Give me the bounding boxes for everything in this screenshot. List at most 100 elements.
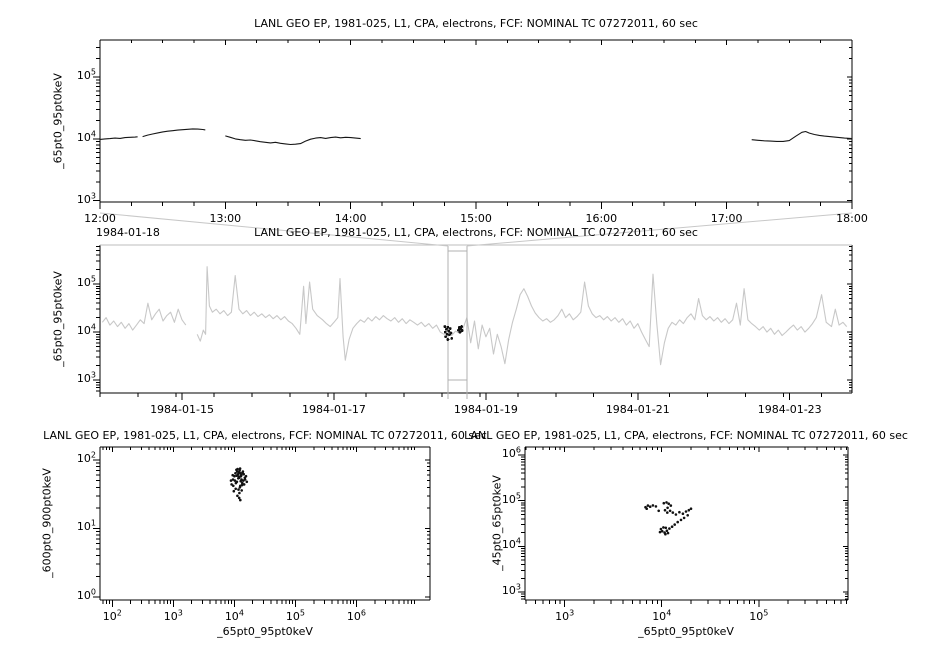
scatter-left-x-tick-label: 103 [163,608,183,623]
scatter-left-point [235,470,239,473]
detail-ylabel: _65pt0_95pt0keV [51,73,65,169]
scatter-left-point [237,488,240,491]
scatter-left-point [234,487,237,491]
detail-series-line [225,135,361,146]
scatter-left-point [231,473,234,477]
highlighted-point [460,329,464,332]
scatter-right-x-tick-label: 103 [555,608,575,623]
scatter-left-point [232,489,236,493]
scatter-left-point [229,479,233,482]
scatter-right-point [666,511,669,514]
scatter-left-x-tick-label: 106 [346,608,367,623]
highlighted-point [446,326,450,329]
zoom-selection-box[interactable] [443,246,468,399]
scatter-right-point [678,510,681,514]
overview-panel-title: LANL GEO EP, 1981-025, L1, CPA, electron… [254,226,698,239]
scatter-right-point [676,520,679,524]
scatter-right-point [662,526,665,529]
detail-series-line [99,136,138,140]
scatter-left-point [233,479,237,482]
scatter-right-point [646,504,650,507]
scatter-right-point [686,514,689,517]
highlighted-point [448,327,452,330]
scatter-left-point [239,472,242,475]
scatter-left-point [237,475,241,479]
scatter-right-xlabel: _65pt0_95pt0keV [638,625,734,638]
panel-overview[interactable] [93,244,853,400]
overview-y-tick-label: 104 [76,322,96,338]
scatter-left-point [237,496,241,500]
detail-series-line [142,128,206,138]
scatter-right-point [660,529,664,533]
overview-x-tick-label: 1984-01-21 [605,403,670,416]
scatter-left-ylabel: _600pt0_900pt0keV [40,468,54,578]
overview-series-line [101,302,187,331]
scatter-left-x-tick-label: 105 [285,608,305,623]
scatter-right-y-tick-label: 103 [501,582,521,598]
highlighted-point [457,328,460,332]
scatter-left-point [241,471,244,475]
scatter-right-point [659,527,663,531]
panel-scatter-left[interactable] [93,446,431,607]
panel-detail[interactable] [93,39,853,209]
scatter-right-ylabel: _45pt0_65pt0keV [490,475,504,571]
scatter-left-point [231,478,235,481]
overview-y-tick-label: 105 [76,274,96,290]
scatter-right-y-tick-label: 105 [501,491,521,506]
highlighted-point [446,338,450,341]
highlighted-point [449,331,453,335]
detail-x-tick-label: 12:00 [84,212,116,225]
scatter-left-point [243,476,247,480]
scatter-left-point [238,486,242,489]
scatter-right-point [684,510,688,513]
scatter-left-point [239,479,242,483]
highlighted-point [447,329,451,333]
scatter-left-x-tick-label: 104 [224,608,244,623]
scatter-right-point [689,507,693,511]
overview-axes [93,244,853,400]
overview-series-line [196,266,848,366]
scatter-left-point [241,481,244,485]
scatter-right-point [666,506,669,510]
scatter-right-point [669,504,673,507]
scatter-right-axes [518,446,849,607]
scatter-left-point [238,467,242,470]
overview-x-tick-label: 1984-01-17 [301,403,366,416]
detail-panel-title: LANL GEO EP, 1981-025, L1, CPA, electron… [254,17,698,30]
scatter-left-title: LANL GEO EP, 1981-025, L1, CPA, electron… [43,429,487,442]
scatter-right-point [679,518,683,522]
scatter-left-point [239,498,242,502]
scatter-left-xlabel: _65pt0_95pt0keV [217,625,313,638]
detail-axes [93,39,853,209]
detail-series-line [751,130,853,142]
detail-y-tick-label: 104 [76,129,96,144]
highlighted-point [443,330,447,334]
scatter-right-point [665,529,669,532]
detail-x-tick-label: 17:00 [710,212,743,225]
scatter-left-point [240,489,243,492]
scatter-right-point [645,507,648,511]
scatter-right-point [670,525,674,528]
scatter-right-point [687,508,691,512]
highlighted-point [460,325,463,328]
scatter-right-point [662,501,666,505]
scatter-left-point [234,472,237,475]
scatter-right-point [668,509,672,513]
detail-x-tick-label: 14:00 [334,212,367,225]
scatter-right-point [681,512,685,515]
zoom-connector-left [99,212,448,247]
scatter-left-point [234,481,238,485]
scatter-right-point [673,523,676,526]
scatter-right-x-tick-label: 104 [652,608,672,623]
scatter-left-point [236,494,239,498]
scatter-left-axes [93,446,431,607]
scatter-right-point [651,504,655,507]
zoom-connector-right [466,212,853,247]
overview-x-tick-label: 1984-01-19 [453,403,518,416]
overview-x-tick-label: 1984-01-15 [150,403,214,416]
panel-scatter-right[interactable] [518,446,849,607]
scatter-left-point [235,474,238,478]
scatter-right-point [654,505,658,508]
